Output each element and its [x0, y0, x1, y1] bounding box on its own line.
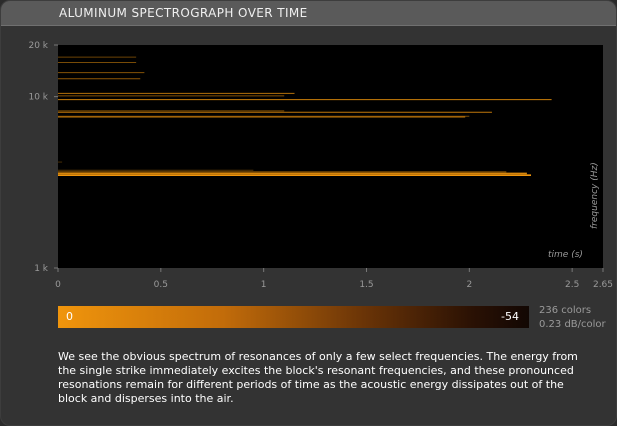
plot-background [58, 45, 603, 268]
x-tick-label: 0.5 [154, 280, 168, 290]
colorbar-max-label: -54 [501, 310, 519, 323]
y-tick-label: 1 k [34, 264, 49, 274]
spectrogram-chart: 0 0.5 1 1.5 2 2.5 2.65 1 k 10 k 20 k time (s) fre… [28, 41, 613, 290]
colorbar-resolution-label: 0.23 dB/color [539, 319, 606, 330]
resonance-layer [58, 56, 552, 176]
title-bar: ALUMINUM SPECTROGRAPH OVER TIME [1, 1, 616, 26]
x-axis-label: time (s) [548, 250, 583, 260]
x-tick-label: 1 [261, 280, 267, 290]
colorbar-min-label: 0 [66, 310, 73, 323]
colorbar: 0 -54 [58, 306, 529, 328]
y-tick-label: 20 k [28, 41, 48, 51]
x-tick-label: 1.5 [359, 280, 373, 290]
x-tick-label: 2.5 [565, 280, 579, 290]
tick-layer: 0 0.5 1 1.5 2 2.5 2.65 1 k 10 k 20 k [28, 41, 613, 290]
colorbar-colors-label: 236 colors [539, 305, 592, 316]
chart-title: ALUMINUM SPECTROGRAPH OVER TIME [59, 6, 308, 20]
y-tick-label: 10 k [28, 93, 48, 103]
x-tick-label: 2 [466, 280, 472, 290]
y-axis-label: frequency (Hz) [590, 162, 600, 229]
caption-text: We see the obvious spectrum of resonance… [58, 350, 578, 405]
x-tick-label: 2.65 [593, 280, 613, 290]
x-tick-label: 0 [55, 280, 61, 290]
